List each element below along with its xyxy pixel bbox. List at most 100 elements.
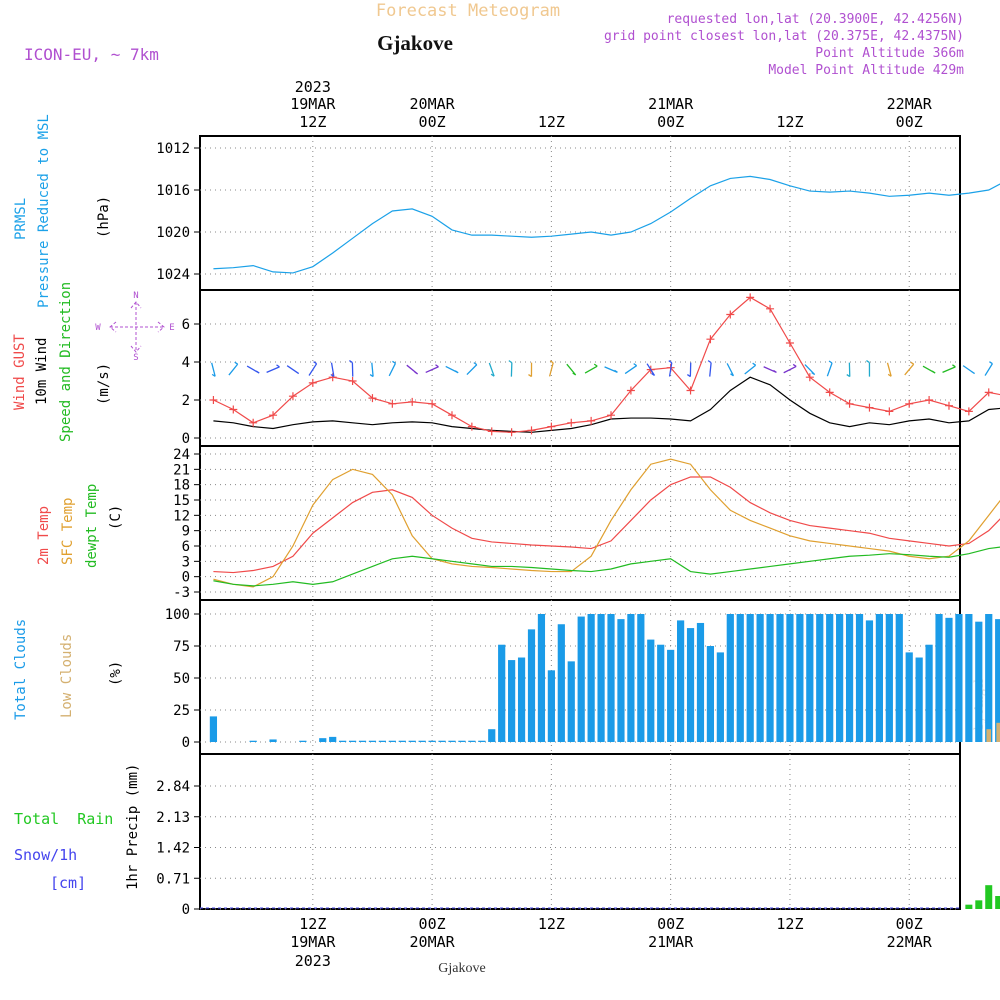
top-axis-date: 19MAR bbox=[290, 95, 336, 113]
pressure-unit: (hPa) bbox=[96, 196, 112, 238]
point-altitude: Point Altitude 366m bbox=[815, 46, 964, 61]
gust-point bbox=[269, 411, 278, 420]
gust-point bbox=[209, 396, 218, 404]
wind-direction-arrow bbox=[246, 365, 260, 374]
y-tick-label: 3 bbox=[182, 554, 190, 570]
wind-direction-arrow bbox=[286, 365, 300, 375]
total-cloud-bar bbox=[249, 740, 257, 742]
total-cloud-bar bbox=[368, 740, 377, 742]
wind-direction-arrow bbox=[308, 361, 318, 376]
total-cloud-bar bbox=[508, 660, 516, 742]
total-cloud-bar bbox=[627, 614, 635, 742]
total-cloud-bar bbox=[925, 644, 933, 742]
y-tick-label: 2.84 bbox=[156, 779, 190, 795]
total-cloud-bar bbox=[537, 614, 546, 742]
wind-direction-arrow bbox=[604, 366, 618, 373]
total-cloud-bar bbox=[696, 622, 705, 742]
gust-point bbox=[467, 422, 476, 431]
y-tick-label: 1016 bbox=[156, 183, 190, 199]
wind-direction-arrow bbox=[646, 363, 656, 377]
gust-point bbox=[905, 399, 914, 408]
total-cloud-bar bbox=[299, 740, 307, 742]
total-cloud-bar bbox=[647, 639, 655, 742]
gust-point bbox=[706, 335, 715, 344]
gust-point bbox=[408, 397, 417, 406]
total-cloud-bar bbox=[776, 614, 784, 742]
temp-sfc-line bbox=[213, 458, 1000, 588]
y-tick-label: 15 bbox=[173, 493, 190, 509]
top-axis-hour: 12Z bbox=[538, 113, 565, 131]
total-cloud-bar bbox=[269, 739, 277, 742]
total-cloud-bar bbox=[686, 628, 695, 742]
total-cloud-bar bbox=[657, 644, 665, 742]
gust-point bbox=[547, 422, 556, 431]
wind-direction-arrow bbox=[763, 366, 777, 374]
total-cloud-bar bbox=[478, 740, 486, 742]
wind-direction-arrow bbox=[388, 360, 397, 377]
location-title: Gjakove bbox=[377, 31, 453, 55]
wind-direction-arrow bbox=[962, 365, 975, 375]
total-cloud-bar bbox=[339, 740, 347, 742]
gust-point bbox=[229, 405, 238, 414]
total-cloud-bar bbox=[965, 614, 973, 742]
gust-point bbox=[746, 293, 755, 302]
wind-direction-arrow bbox=[466, 362, 478, 376]
total-cloud-bar bbox=[945, 617, 953, 742]
wind-direction-arrow bbox=[211, 362, 216, 377]
y-tick-label: 21 bbox=[173, 462, 190, 478]
wind-gust-line bbox=[213, 296, 1000, 433]
wind-direction-arrow bbox=[406, 364, 419, 375]
wind-unit: (m/s) bbox=[96, 363, 112, 405]
y-tick-label: 6 bbox=[182, 539, 190, 555]
wind-direction-arrow bbox=[866, 360, 871, 377]
top-axis-date: 20MAR bbox=[410, 95, 456, 113]
wind-direction-arrow bbox=[508, 360, 513, 377]
total-cloud-bar bbox=[667, 649, 675, 742]
low-cloud-bar bbox=[996, 722, 1000, 742]
cloud-unit: (%) bbox=[108, 661, 124, 686]
total-cloud-bar bbox=[527, 629, 536, 742]
total-cloud-bar bbox=[895, 614, 903, 742]
bottom-axis-hour: 00Z bbox=[657, 915, 684, 933]
precip-label-3: [cm] bbox=[50, 874, 86, 892]
total-cloud-bar bbox=[587, 614, 595, 742]
total-cloud-bar bbox=[935, 614, 943, 742]
wind-direction-arrow bbox=[566, 363, 577, 376]
low-cloud-bar bbox=[986, 729, 992, 742]
wind-labels: Wind GUST 10m Wind Speed and Direction (… bbox=[12, 282, 175, 442]
gust-point bbox=[249, 418, 258, 427]
bottom-axis-hour: 00Z bbox=[896, 915, 923, 933]
grid-lines bbox=[194, 136, 960, 910]
total-cloud-bar bbox=[766, 614, 774, 742]
total-cloud-bar bbox=[209, 716, 218, 742]
total-cloud-bar bbox=[865, 620, 874, 742]
total-cloud-bar bbox=[319, 738, 327, 742]
total-cloud-bar bbox=[826, 614, 834, 742]
total-cloud-bar bbox=[995, 619, 1000, 742]
gust-point bbox=[825, 388, 834, 397]
total-cloud-bar bbox=[845, 614, 854, 742]
y-tick-label: 1024 bbox=[156, 267, 190, 283]
total-cloud-bar bbox=[816, 614, 824, 742]
total-cloud-bar bbox=[398, 740, 406, 742]
compass-e: E bbox=[169, 323, 174, 333]
pressure-label-1: PRMSL bbox=[13, 198, 29, 240]
wind-direction-arrow bbox=[488, 362, 495, 377]
wind-direction-arrow bbox=[783, 363, 797, 374]
gust-point bbox=[447, 411, 456, 420]
y-tick-label: 2 bbox=[182, 393, 190, 409]
y-tick-label: 2.13 bbox=[156, 810, 190, 826]
chart-title: Forecast Meteogram bbox=[376, 1, 560, 21]
precip-labels: Total Rain Snow/1h [cm] 1hr Precip (mm) bbox=[14, 764, 141, 892]
grid-point-coords: grid point closest lon,lat (20.375E, 42.… bbox=[604, 29, 964, 44]
total-cloud-bar bbox=[726, 614, 734, 742]
wind-direction-arrow bbox=[886, 362, 892, 377]
gust-point bbox=[845, 399, 854, 408]
precip-unit: 1hr Precip (mm) bbox=[125, 764, 141, 890]
rain-bar bbox=[965, 904, 973, 909]
bottom-axis-hour: 00Z bbox=[419, 915, 446, 933]
compass-arrows bbox=[109, 301, 165, 353]
y-tick-label: 1020 bbox=[156, 225, 190, 241]
